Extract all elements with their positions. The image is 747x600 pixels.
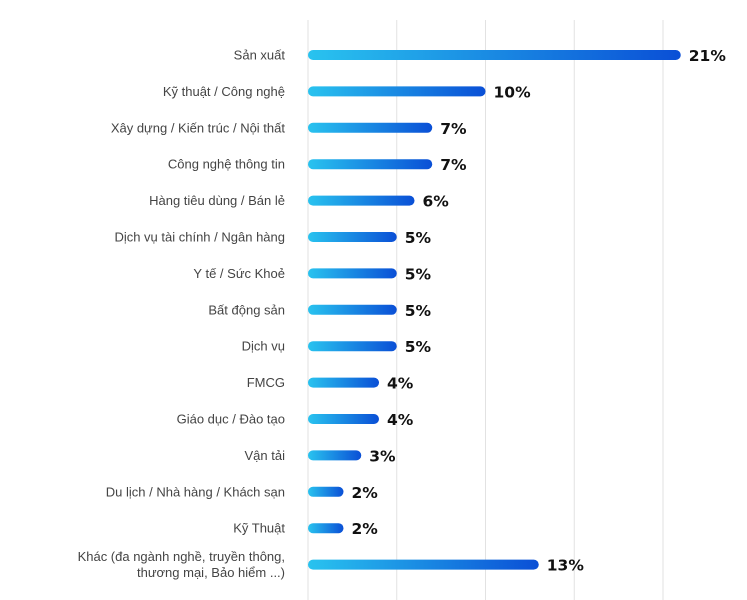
category-label: Sản xuất <box>234 48 286 63</box>
value-label: 5% <box>405 338 432 356</box>
category-label: Dịch vụ tài chính / Ngân hàng <box>114 230 285 245</box>
value-label: 5% <box>405 265 432 283</box>
grid-lines <box>307 20 664 600</box>
category-label: Hàng tiêu dùng / Bán lẻ <box>149 193 285 208</box>
value-label: 2% <box>352 484 379 502</box>
bar <box>308 486 344 497</box>
bars <box>308 50 681 570</box>
bar <box>308 377 379 388</box>
category-label: Du lịch / Nhà hàng / Khách sạn <box>106 484 285 499</box>
bar <box>308 122 433 133</box>
bar <box>308 559 539 570</box>
value-label: 13% <box>547 557 585 575</box>
category-labels: Sản xuất Kỹ thuật / Công nghệ Xây dựng / K… <box>78 48 286 581</box>
bar <box>308 232 397 242</box>
bar <box>308 50 681 60</box>
category-label-line: thương mại, Bảo hiểm ...) <box>137 565 285 580</box>
bar <box>308 86 486 97</box>
value-label: 10% <box>494 83 532 101</box>
category-label: Bất động sản <box>208 302 285 317</box>
category-label: Khác (đa ngành nghề, truyền thông, thương… <box>78 549 285 580</box>
value-label: 5% <box>405 302 432 320</box>
bar <box>308 195 415 206</box>
bar <box>308 523 344 534</box>
category-label: Vận tải <box>245 448 286 463</box>
category-label: Kỹ thuật / Công nghệ <box>163 84 285 99</box>
value-label: 2% <box>352 520 379 538</box>
bar <box>308 304 397 315</box>
bar <box>308 450 362 461</box>
bar <box>308 159 433 170</box>
value-label: 6% <box>423 193 450 211</box>
bar <box>308 341 397 352</box>
value-label: 7% <box>440 156 467 174</box>
bar <box>308 268 397 279</box>
category-label: Công nghệ thông tin <box>168 157 285 172</box>
value-label: 3% <box>369 447 396 465</box>
value-label: 4% <box>387 375 414 393</box>
value-labels: 21% 10% 7% 7% 6% 5% 5% 5% 5% 4% 4% 3% 2% 2% 13% <box>352 47 727 575</box>
category-label: Dịch vụ <box>242 339 285 354</box>
category-label: Kỹ Thuật <box>233 521 285 536</box>
value-label: 4% <box>387 411 414 429</box>
bar <box>308 414 379 424</box>
value-label: 21% <box>689 47 727 65</box>
category-label: Giáo dục / Đào tạo <box>177 412 285 427</box>
value-label: 7% <box>440 120 467 138</box>
value-label: 5% <box>405 229 432 247</box>
category-label: FMCG <box>247 375 285 390</box>
category-label: Y tế / Sức Khoẻ <box>193 266 285 281</box>
category-label: Xây dựng / Kiến trúc / Nội thất <box>111 120 286 135</box>
category-label-line: Khác (đa ngành nghề, truyền thông, <box>78 549 285 564</box>
